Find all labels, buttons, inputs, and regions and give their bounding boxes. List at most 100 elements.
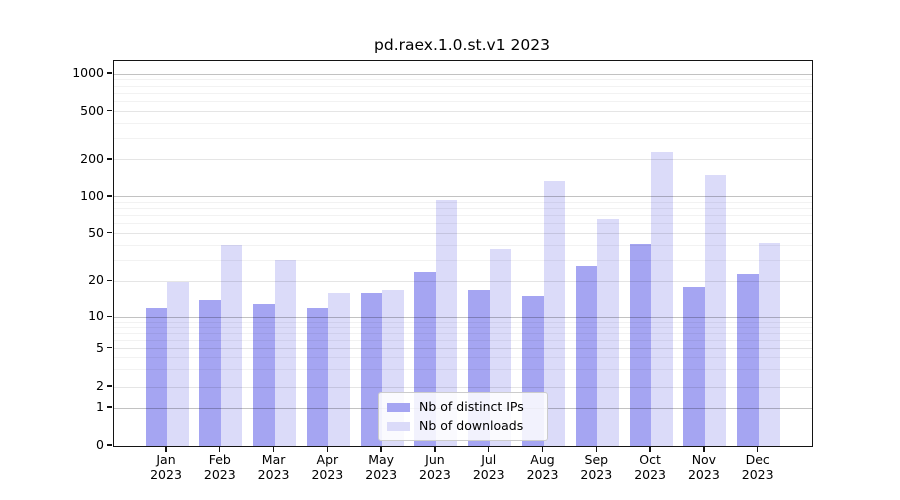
y-tick-label: 1000 [72,65,104,80]
x-tick-label: May 2023 [365,452,398,482]
gridline-minor [114,85,812,87]
gridline [114,386,812,388]
x-tick-label: Jul 2023 [472,452,505,482]
gridline [114,159,812,161]
y-tick-label: 0 [96,437,104,452]
x-tick-mark [756,446,759,452]
x-tick-label: Aug 2023 [526,452,559,482]
y-tick-mark [107,109,112,112]
bar-nb-of-distinct-ips-may [360,293,383,446]
y-tick-label: 50 [88,224,104,240]
gridline-minor [114,202,812,204]
bar-nb-of-downloads-sep [597,218,619,446]
legend-item-downloads: Nb of downloads [387,419,537,433]
bar-nb-of-distinct-ips-sep [575,265,598,446]
y-tick-mark [107,346,112,349]
gridline-minor [114,208,812,210]
legend: Nb of distinct IPs Nb of downloads [378,392,548,441]
y-tick-label: 200 [80,150,104,166]
bar-nb-of-distinct-ips-feb [199,300,221,446]
y-tick-label: 10 [88,308,104,324]
bar-nb-of-distinct-ips-dec [737,274,759,446]
gridline-minor [114,223,812,225]
y-tick-mark [107,406,112,408]
gridline [114,73,812,75]
y-tick-mark [107,72,112,74]
x-tick-label: Jan 2023 [150,452,182,482]
gridline-minor [114,215,812,217]
x-tick-mark [219,446,221,452]
x-tick-mark [541,446,544,452]
y-tick-mark [107,279,112,282]
bar-nb-of-downloads-mar [274,260,297,446]
gridline-minor [114,244,812,246]
x-tick-label: Sep 2023 [580,452,613,482]
y-tick-label: 1 [96,399,104,414]
x-tick-mark [488,446,490,452]
gridline-minor [114,92,812,94]
x-tick-mark [595,446,597,452]
bar-nb-of-distinct-ips-mar [253,303,275,446]
gridline-minor [114,321,812,323]
chart-title: pd.raex.1.0.st.v1 2023 [374,36,550,54]
bar-nb-of-downloads-nov [704,175,727,446]
x-tick-mark [649,446,651,452]
bar-nb-of-distinct-ips-apr [306,308,329,446]
gridline [114,111,812,112]
gridline [114,233,812,235]
x-tick-label: Jun 2023 [419,452,451,482]
gridline [114,316,812,318]
bar-nb-of-downloads-apr [328,293,350,446]
bar-nb-of-downloads-oct [651,152,673,446]
gridline-minor [114,326,812,328]
legend-label-distinct-ips: Nb of distinct IPs [419,399,524,414]
y-tick-mark [107,195,112,197]
x-tick-mark [434,446,436,452]
gridline-minor [114,259,812,261]
x-tick-label: Dec 2023 [741,452,774,482]
y-tick-label: 20 [88,272,104,288]
bar-nb-of-distinct-ips-jan [145,308,167,446]
x-tick-label: Nov 2023 [687,452,720,482]
y-tick-mark [107,158,112,160]
plot-area [113,60,813,447]
x-tick-mark [165,446,167,452]
bar-nb-of-downloads-feb [220,245,243,446]
gridline-minor [114,138,812,140]
legend-label-downloads: Nb of downloads [419,418,524,433]
x-tick-label: Mar 2023 [257,452,290,482]
x-tick-mark [326,446,329,452]
legend-swatch-distinct-ips [387,402,410,412]
y-tick-mark [107,315,112,318]
y-tick-label: 100 [80,187,104,203]
x-tick-mark [703,446,705,452]
x-tick-label: Oct 2023 [634,452,667,482]
bar-nb-of-distinct-ips-oct [629,243,652,446]
gridline-minor [114,357,812,359]
legend-swatch-downloads [387,421,410,431]
legend-item-distinct-ips: Nb of distinct IPs [387,400,537,414]
y-tick-label: 5 [96,339,104,355]
x-tick-mark [380,446,382,452]
y-tick-mark [107,385,112,387]
bar-nb-of-downloads-dec [758,242,781,446]
gridline [114,196,812,198]
x-tick-label: Apr 2023 [311,452,344,482]
y-tick-label: 2 [96,378,104,394]
y-tick-mark [107,444,112,446]
x-tick-label: Feb 2023 [203,452,236,482]
gridline [114,348,812,350]
gridline-minor [114,339,812,341]
y-tick-label: 500 [80,102,104,118]
bar-nb-of-downloads-jan [167,281,189,446]
gridline [114,280,812,282]
bar-nb-of-downloads-jun [435,199,458,446]
gridline-minor [114,101,812,103]
gridline-minor [114,369,812,371]
gridline-minor [114,332,812,334]
gridline-minor [114,79,812,81]
bar-nb-of-downloads-aug [543,181,566,446]
bar-nb-of-distinct-ips-nov [683,286,705,446]
y-tick-mark [107,231,112,234]
